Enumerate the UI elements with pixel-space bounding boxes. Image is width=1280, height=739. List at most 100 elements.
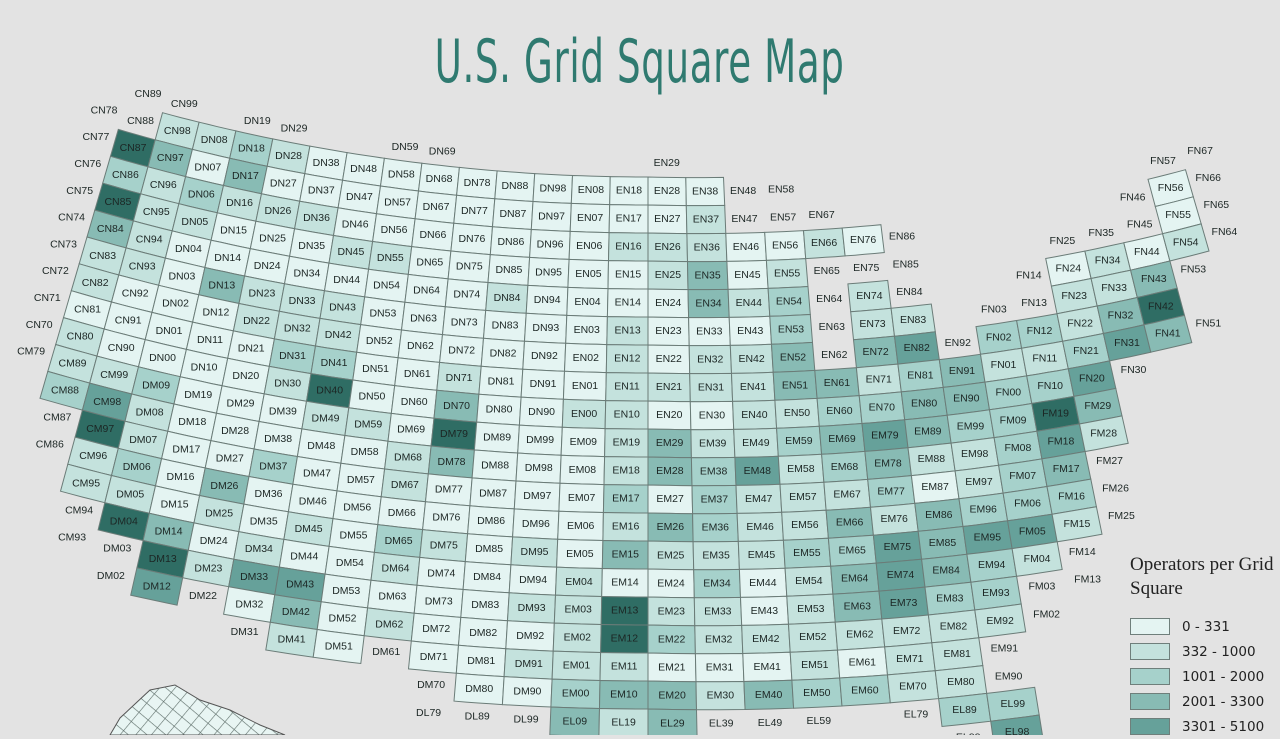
grid-label-FN67: FN67 — [1187, 145, 1213, 157]
legend-label: 3301 - 5100 — [1182, 718, 1265, 735]
grid-label-EN05: EN05 — [575, 268, 601, 280]
grid-label-CN93: CN93 — [129, 260, 156, 272]
grid-label-EM79: EM79 — [871, 429, 899, 441]
grid-label-DN95: DN95 — [535, 266, 562, 278]
grid-label-DN11: DN11 — [197, 334, 223, 346]
grid-label-DN96: DN96 — [537, 238, 564, 250]
grid-label-EM44: EM44 — [749, 577, 777, 589]
grid-label-DM97: DM97 — [523, 490, 551, 502]
grid-label-DM43: DM43 — [286, 578, 314, 590]
grid-label-DN24: DN24 — [254, 260, 281, 272]
grid-label-EN86: EN86 — [889, 230, 915, 242]
grid-label-EM15: EM15 — [612, 549, 640, 561]
grid-square-EL29 — [647, 708, 698, 735]
grid-label-DN38: DN38 — [313, 157, 340, 169]
grid-label-EM36: EM36 — [702, 521, 730, 533]
grid-label-EN83: EN83 — [900, 314, 926, 326]
grid-label-DM56: DM56 — [343, 502, 371, 514]
grid-labels: CN98 DN08 DN18 DN28 DN38 DN48 DN58 DN68 DN78 DN88… — [17, 88, 1237, 735]
grid-label-EM04: EM04 — [565, 576, 593, 588]
grid-label-EN14: EN14 — [615, 297, 641, 309]
grid-label-DM53: DM53 — [332, 585, 360, 597]
grid-label-FN01: FN01 — [991, 359, 1017, 371]
grid-label-FN64: FN64 — [1212, 226, 1238, 238]
grid-label-DN35: DN35 — [298, 240, 325, 252]
grid-label-DL79: DL79 — [416, 707, 441, 719]
grid-label-EM29: EM29 — [656, 437, 684, 449]
grid-label-EM17: EM17 — [612, 493, 640, 505]
grid-label-FN11: FN11 — [1032, 352, 1057, 364]
grid-label-EM49: EM49 — [742, 437, 770, 449]
grid-label-DN93: DN93 — [532, 322, 559, 334]
grid-label-DN10: DN10 — [191, 361, 218, 373]
grid-label-FM08: FM08 — [1004, 442, 1031, 454]
grid-label-EM57: EM57 — [789, 491, 817, 503]
grid-label-DN05: DN05 — [181, 216, 208, 228]
grid-label-DM86: DM86 — [477, 515, 505, 527]
grid-label-EM14: EM14 — [611, 577, 639, 589]
grid-label-EN25: EN25 — [655, 269, 681, 281]
legend-item: 2001 - 3300 — [1130, 689, 1280, 714]
grid-label-EN84: EN84 — [896, 286, 922, 298]
grid-label-EN57: EN57 — [770, 211, 796, 223]
grid-label-DN43: DN43 — [329, 302, 356, 314]
grid-label-DN77: DN77 — [461, 205, 488, 217]
grid-label-DM49: DM49 — [311, 412, 339, 424]
grid-label-EL49: EL49 — [758, 717, 783, 729]
grid-label-EM95: EM95 — [974, 531, 1002, 543]
grid-label-DN40: DN40 — [316, 385, 343, 397]
grid-label-DN84: DN84 — [494, 292, 521, 304]
grid-label-EN13: EN13 — [614, 325, 640, 337]
grid-label-DN22: DN22 — [243, 315, 270, 327]
grid-label-DM36: DM36 — [254, 488, 282, 500]
grid-label-FN22: FN22 — [1067, 317, 1093, 329]
grid-label-DN07: DN07 — [194, 161, 221, 173]
grid-label-DN50: DN50 — [358, 391, 385, 403]
grid-label-DM47: DM47 — [303, 468, 331, 480]
grid-label-CN92: CN92 — [122, 288, 149, 300]
grid-label-DM18: DM18 — [178, 416, 206, 428]
grid-label-EN03: EN03 — [574, 324, 600, 336]
grid-label-EN28: EN28 — [654, 185, 680, 197]
grid-label-DN80: DN80 — [486, 403, 513, 415]
grid-label-DM65: DM65 — [385, 535, 413, 547]
grid-square-EL19 — [598, 707, 649, 735]
grid-label-EN65: EN65 — [814, 265, 840, 277]
grid-label-EN22: EN22 — [656, 353, 682, 365]
grid-label-DM76: DM76 — [432, 512, 460, 524]
grid-label-EN52: EN52 — [780, 351, 806, 363]
grid-label-DN60: DN60 — [401, 396, 428, 408]
grid-label-EM87: EM87 — [921, 481, 949, 493]
grid-label-EM58: EM58 — [787, 463, 815, 475]
grid-label-EL39: EL39 — [709, 717, 734, 729]
legend-swatch — [1130, 693, 1170, 710]
grid-label-CN96: CN96 — [150, 179, 177, 191]
grid-label-DN34: DN34 — [293, 267, 320, 279]
grid-label-DN59: DN59 — [392, 141, 419, 153]
grid-label-FN14: FN14 — [1016, 270, 1042, 282]
grid-label-CN97: CN97 — [157, 152, 184, 164]
grid-label-EM88: EM88 — [918, 453, 946, 465]
grid-label-EM40: EM40 — [755, 689, 783, 701]
grid-label-FN53: FN53 — [1180, 263, 1206, 275]
grid-label-EM91: EM91 — [991, 643, 1019, 655]
grid-label-EM96: EM96 — [969, 504, 997, 516]
grid-label-EN10: EN10 — [614, 409, 640, 421]
grid-label-FN30: FN30 — [1121, 364, 1147, 376]
grid-label-DN78: DN78 — [464, 177, 491, 189]
grid-label-CN81: CN81 — [74, 304, 101, 316]
legend-label: 0 - 331 — [1182, 618, 1230, 635]
grid-label-CN98: CN98 — [164, 125, 191, 137]
grid-label-EN58: EN58 — [768, 183, 794, 195]
grid-label-EN62: EN62 — [821, 349, 847, 361]
grid-label-CN94: CN94 — [136, 233, 163, 245]
grid-label-DN70: DN70 — [443, 400, 470, 412]
grid-label-FN42: FN42 — [1148, 300, 1174, 312]
grid-label-EM53: EM53 — [797, 603, 825, 615]
grid-label-FN55: FN55 — [1165, 209, 1191, 221]
grid-label-EN18: EN18 — [616, 185, 642, 197]
grid-label-DM82: DM82 — [469, 627, 497, 639]
grid-label-DM71: DM71 — [420, 651, 448, 663]
grid-label-EL79: EL79 — [904, 709, 929, 721]
grid-label-EM25: EM25 — [657, 549, 685, 561]
